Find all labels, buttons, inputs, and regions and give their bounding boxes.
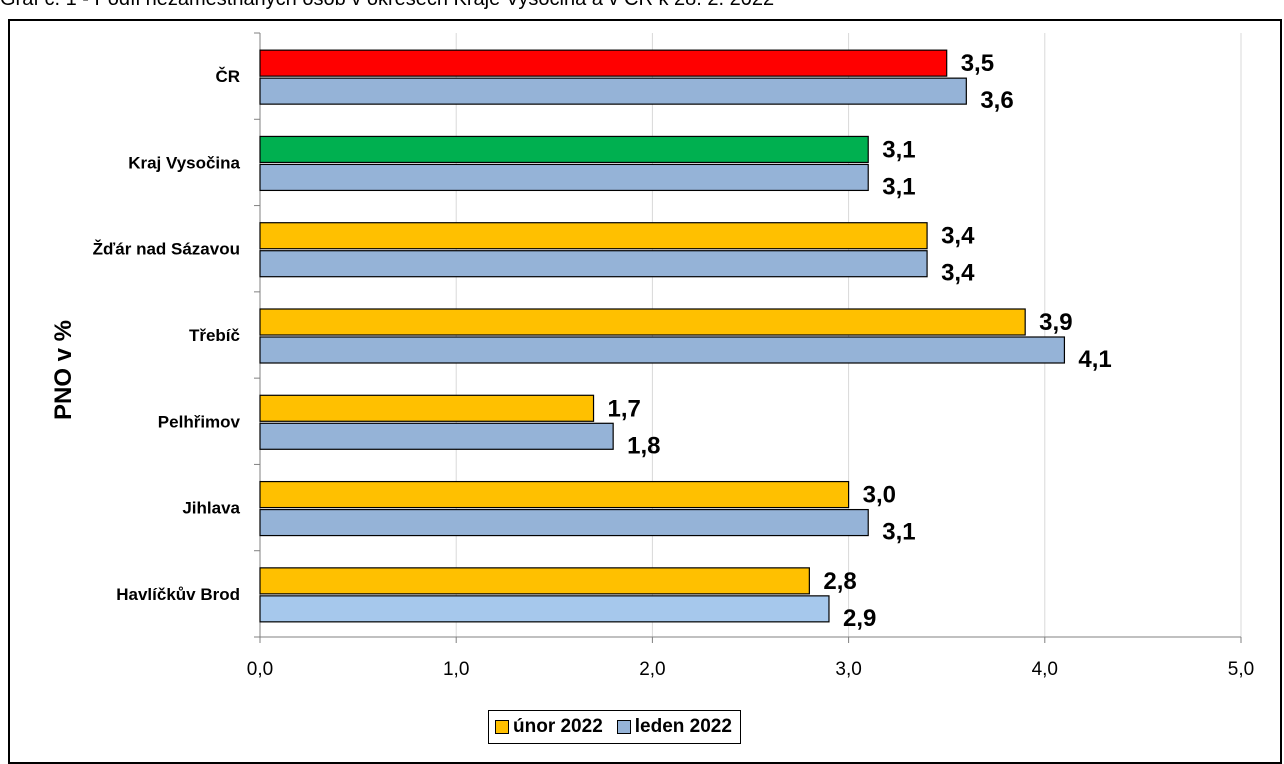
legend-item-feb: únor 2022 bbox=[495, 716, 603, 738]
bar-feb bbox=[260, 136, 868, 162]
data-label: 4,1 bbox=[1078, 346, 1111, 373]
data-label: 3,0 bbox=[863, 482, 896, 509]
bar-jan bbox=[260, 78, 966, 104]
data-label: 1,8 bbox=[627, 432, 660, 459]
category-label: Havlíčkův Brod bbox=[116, 585, 240, 604]
legend: únor 2022 leden 2022 bbox=[488, 710, 741, 744]
category-label: Kraj Vysočina bbox=[128, 153, 240, 172]
bar-jan bbox=[260, 337, 1064, 363]
legend-label-feb: únor 2022 bbox=[513, 716, 603, 738]
legend-item-jan: leden 2022 bbox=[617, 716, 732, 738]
data-label: 2,9 bbox=[843, 605, 876, 632]
x-tick-label: 0,0 bbox=[247, 659, 273, 680]
bar-feb bbox=[260, 223, 927, 249]
bar-jan bbox=[260, 423, 613, 449]
data-label: 3,1 bbox=[882, 519, 915, 546]
bar-feb bbox=[260, 50, 947, 76]
bar-feb bbox=[260, 482, 849, 508]
category-label: Jihlava bbox=[182, 499, 240, 518]
data-label: 1,7 bbox=[608, 395, 641, 422]
data-label: 3,9 bbox=[1039, 309, 1072, 336]
bar-jan bbox=[260, 596, 829, 622]
bar-feb bbox=[260, 309, 1025, 335]
bar-jan bbox=[260, 510, 868, 536]
legend-label-jan: leden 2022 bbox=[635, 716, 732, 738]
bars bbox=[260, 50, 1064, 622]
data-label: 3,5 bbox=[961, 50, 994, 77]
bar-feb bbox=[260, 395, 594, 421]
legend-swatch-feb bbox=[495, 720, 509, 734]
data-label: 3,1 bbox=[882, 136, 915, 163]
x-tick-label: 2,0 bbox=[639, 659, 665, 680]
category-label: ČR bbox=[215, 67, 240, 86]
x-tick-label: 5,0 bbox=[1228, 659, 1254, 680]
bar-jan bbox=[260, 251, 927, 277]
x-tick-label: 4,0 bbox=[1032, 659, 1058, 680]
legend-swatch-jan bbox=[617, 720, 631, 734]
category-label: Pelhřimov bbox=[158, 412, 241, 431]
data-label: 3,1 bbox=[882, 173, 915, 200]
data-label: 3,6 bbox=[980, 87, 1013, 114]
bar-jan bbox=[260, 164, 868, 190]
x-tick-label: 1,0 bbox=[443, 659, 469, 680]
data-label: 2,8 bbox=[823, 568, 856, 595]
data-label: 3,4 bbox=[941, 260, 975, 287]
category-label: Třebíč bbox=[189, 326, 240, 345]
x-tick-label: 3,0 bbox=[835, 659, 861, 680]
bar-feb bbox=[260, 568, 809, 594]
data-label: 3,4 bbox=[941, 223, 975, 250]
category-label: Žďár nad Sázavou bbox=[93, 240, 240, 259]
y-axis-title: PNO v % bbox=[50, 320, 77, 420]
